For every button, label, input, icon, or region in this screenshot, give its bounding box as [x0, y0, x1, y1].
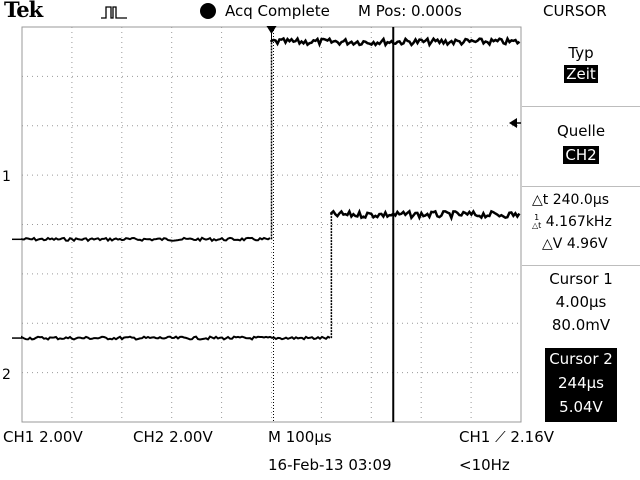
- typ-value: Zeit: [564, 65, 598, 83]
- quelle-label: Quelle: [556, 122, 606, 140]
- ch1-scale: CH1 2.00V: [3, 428, 83, 446]
- frequency-value: 4.167kHz: [545, 214, 612, 230]
- acq-status-dot-icon: [200, 3, 216, 19]
- cursor2-title: Cursor 2: [549, 350, 613, 368]
- menu-option-quelle[interactable]: Quelle CH2: [522, 107, 640, 187]
- delta-icon: △: [532, 192, 543, 208]
- trigger-level-icon: [509, 118, 517, 128]
- cursor2-volt: 5.04V: [559, 398, 603, 416]
- delta-icon: △: [542, 236, 553, 252]
- waveforms: [12, 35, 521, 341]
- menu-option-cursor1[interactable]: Cursor 1 4.00µs 80.0mV: [522, 266, 640, 344]
- graticule: [21, 26, 522, 423]
- cursor1-volt: 80.0mV: [551, 316, 611, 334]
- ch1-trace-high-segment: [270, 35, 521, 48]
- trigger-readout: CH1 ⟋ 2.16V: [459, 428, 554, 446]
- ch2-trace-low-segment: [21, 335, 331, 341]
- rising-edge-icon: ⟋: [495, 428, 506, 446]
- ch2-ground-marker: 2: [2, 367, 11, 383]
- delta-t-row: △t 240.0µs: [532, 192, 610, 208]
- timebase: M 100µs: [268, 428, 332, 446]
- ch1-ground-marker: 1: [2, 169, 11, 185]
- cursor1-time: 4.00µs: [555, 293, 607, 311]
- cursor-readout: △t 240.0µs 1 △t 4.167kHz △V 4.96V: [522, 187, 640, 265]
- cursor2-time: 244µs: [558, 374, 604, 392]
- delta-v-row: △V 4.96V: [542, 236, 608, 252]
- trigger-frequency: <10Hz: [459, 456, 510, 474]
- ch2-trace-high-segment: [330, 208, 521, 222]
- trigger-source: CH1: [459, 428, 491, 446]
- menu-divider: [522, 265, 640, 266]
- delta-v-value: 4.96V: [566, 236, 608, 252]
- trigger-level: 2.16V: [510, 428, 555, 446]
- acquisition-run-icon: [101, 6, 127, 19]
- cursor1-title: Cursor 1: [549, 270, 613, 288]
- menu-divider: [522, 106, 640, 107]
- menu-option-cursor2[interactable]: Cursor 2 244µs 5.04V: [545, 348, 617, 422]
- date-time: 16-Feb-13 03:09: [268, 456, 392, 474]
- typ-label: Typ: [568, 44, 594, 62]
- delta-t-value: 240.0µs: [552, 192, 610, 208]
- horizontal-position: M Pos: 0.000s: [358, 2, 462, 20]
- menu-option-typ[interactable]: Typ Zeit: [522, 26, 640, 106]
- menu-title: CURSOR: [543, 2, 607, 20]
- tek-logo: Tek: [4, 0, 43, 22]
- quelle-value: CH2: [563, 146, 599, 164]
- cursors-layer: [266, 26, 521, 422]
- menu-divider: [522, 186, 640, 187]
- acquisition-status: Acq Complete: [225, 2, 330, 20]
- frequency-row: 1 △t 4.167kHz: [532, 213, 612, 231]
- ch1-trace-low-segment: [21, 236, 271, 243]
- one-over-delta-t-icon: 1 △t: [532, 213, 542, 230]
- ch2-scale: CH2 2.00V: [133, 428, 213, 446]
